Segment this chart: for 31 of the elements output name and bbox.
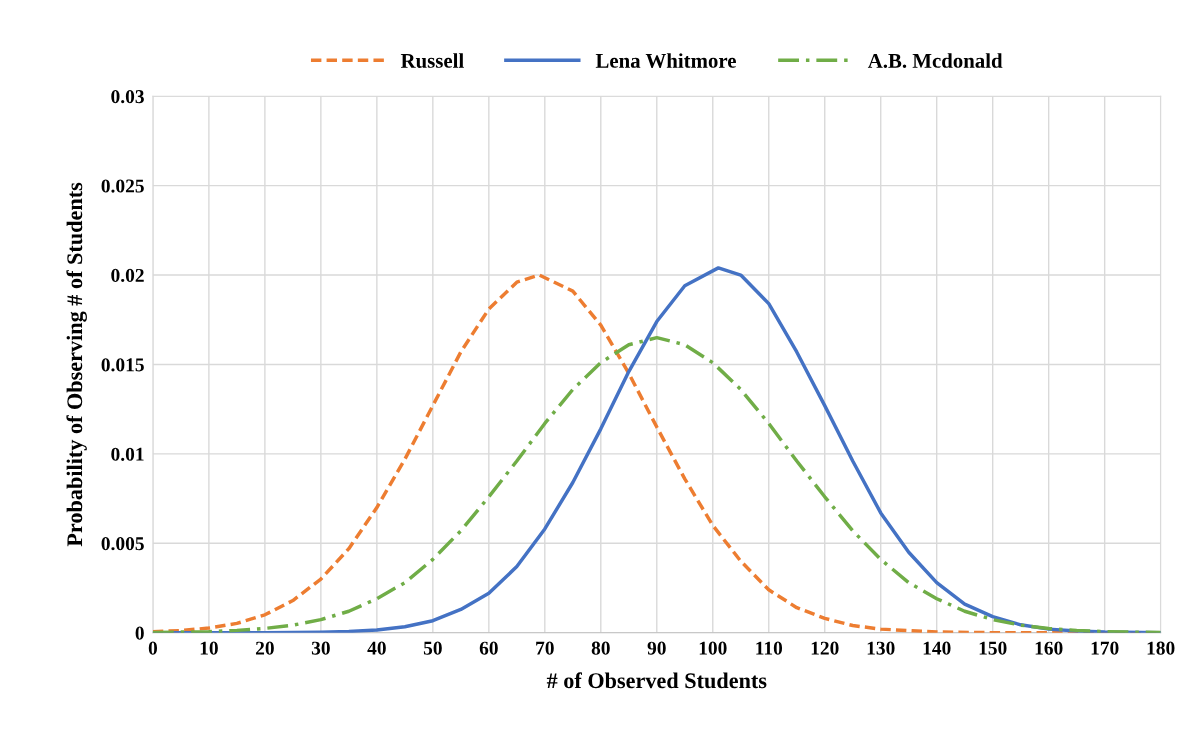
x-tick-label: 40	[367, 641, 386, 655]
y-tick-label: 0.005	[101, 537, 144, 551]
x-tick-label: 180	[1147, 641, 1175, 655]
x-tick-label: 110	[756, 641, 783, 655]
legend-label: A.B. Mcdonald	[867, 53, 1003, 68]
y-tick-label: 0.025	[101, 179, 144, 193]
x-tick-label: 120	[811, 641, 839, 655]
x-tick-label: 20	[255, 641, 274, 655]
y-tick-label: 0.01	[111, 447, 144, 461]
x-tick-label: 90	[647, 641, 666, 655]
y-tick-label: 0	[135, 626, 144, 640]
x-tick-label: 70	[536, 641, 554, 655]
x-tick-label: 0	[148, 641, 158, 655]
x-tick-label: 60	[479, 641, 498, 655]
y-tick-label: 0.015	[101, 358, 144, 372]
y-tick-label: 0.02	[111, 268, 144, 283]
y-axis-title: Probability of Observing # of Students	[66, 182, 87, 547]
x-tick-label: 30	[311, 641, 330, 655]
x-tick-label: 170	[1091, 641, 1119, 655]
x-tick-label: 50	[423, 641, 442, 655]
x-tick-label: 150	[979, 641, 1007, 655]
x-tick-label: 140	[923, 641, 951, 655]
legend-label: Russell	[400, 53, 464, 68]
x-tick-label: 130	[867, 641, 895, 655]
y-tick-label: 0.03	[111, 90, 144, 104]
x-axis-title: # of Observed Students	[546, 672, 767, 689]
x-tick-label: 10	[200, 641, 218, 655]
x-tick-label: 100	[699, 641, 727, 655]
x-tick-label: 160	[1035, 641, 1063, 655]
legend-label: Lena Whitmore	[595, 53, 736, 68]
x-tick-label: 80	[591, 641, 610, 655]
